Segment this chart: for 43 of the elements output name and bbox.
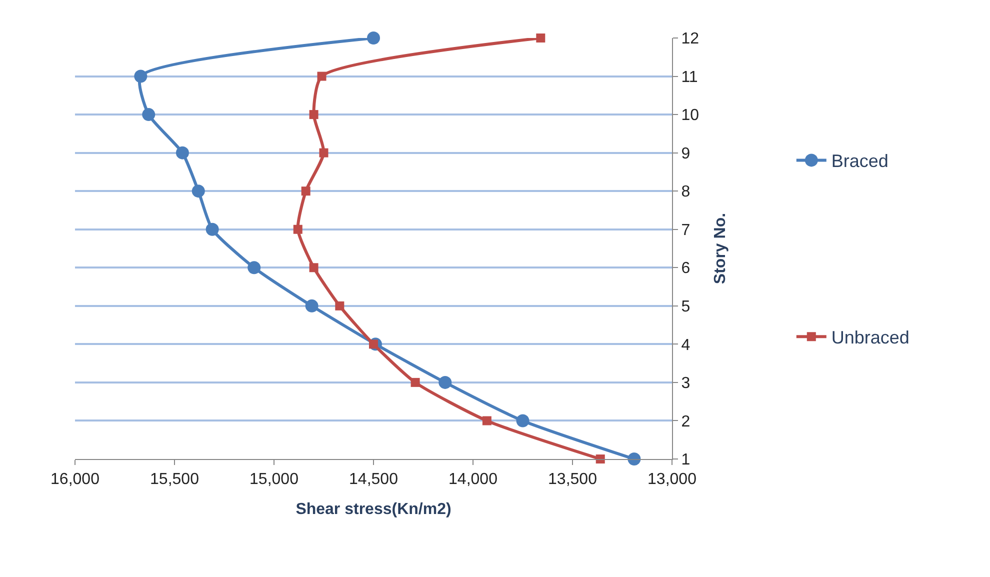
y-tick-label: 7 <box>681 222 690 239</box>
y-tick-label: 5 <box>681 298 690 316</box>
y-axis-title: Story No. <box>712 212 729 284</box>
y-tick-label: 1 <box>681 452 690 469</box>
point <box>176 146 189 160</box>
point <box>410 378 420 387</box>
point <box>536 34 546 42</box>
point <box>293 224 302 234</box>
point <box>134 70 148 83</box>
y-tick-label: 10 <box>681 107 700 124</box>
point <box>248 261 261 274</box>
legend-label: Unbraced <box>831 328 910 348</box>
point <box>305 299 318 312</box>
x-axis-title: Shear stress(Kn/m2) <box>296 500 452 518</box>
point <box>142 108 156 122</box>
y-tick-label: 11 <box>681 68 698 86</box>
point <box>309 110 318 120</box>
point <box>367 32 380 44</box>
x-tick-label: 14,500 <box>349 471 398 488</box>
point <box>319 148 328 158</box>
point <box>482 416 492 426</box>
point <box>317 72 326 81</box>
point <box>516 414 530 428</box>
point <box>438 376 452 389</box>
y-tick-label: 3 <box>681 375 690 392</box>
y-tick-label: 8 <box>681 184 690 201</box>
y-tick-label: 12 <box>681 30 700 48</box>
point <box>192 184 205 198</box>
y-tick-label: 4 <box>681 336 690 354</box>
x-tick-label: 13,500 <box>548 471 598 488</box>
point <box>206 222 219 236</box>
point <box>309 263 318 272</box>
y-tick-label: 6 <box>681 260 690 278</box>
x-tick-label: 15,500 <box>150 471 200 488</box>
point <box>301 186 310 196</box>
x-tick-label: 16,000 <box>50 471 100 488</box>
x-tick-label: 14,000 <box>448 471 498 488</box>
legend-label: Braced <box>831 151 888 172</box>
point <box>335 301 344 310</box>
x-tick-label: 15,000 <box>250 471 299 488</box>
y-tick-label: 2 <box>681 413 690 430</box>
x-tick-label: 13,000 <box>648 471 697 488</box>
y-tick-label: 9 <box>681 145 690 162</box>
